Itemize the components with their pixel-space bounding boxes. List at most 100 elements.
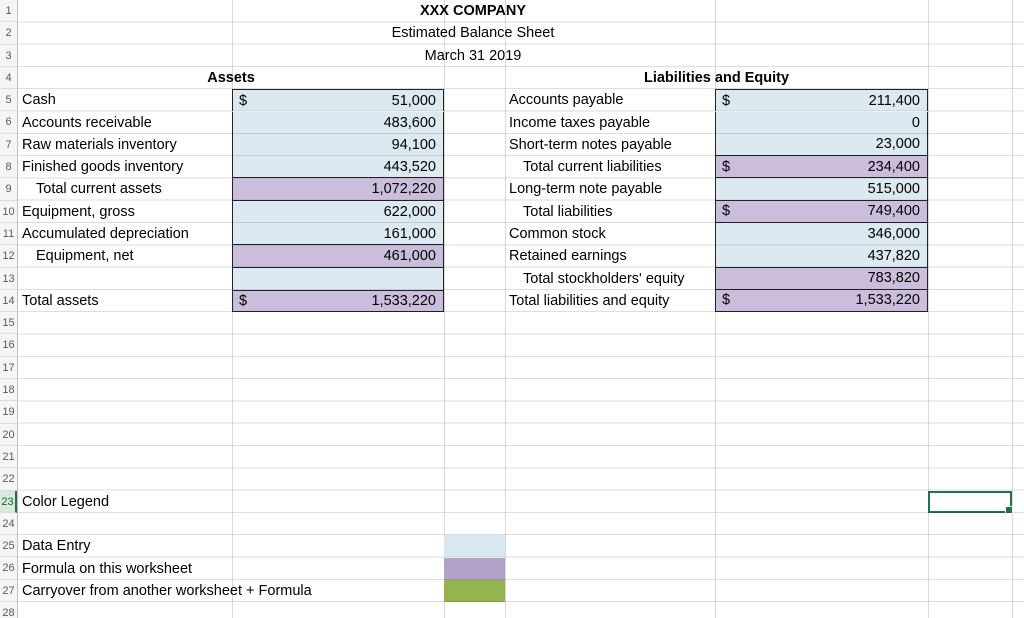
assets-label[interactable]: Equipment, gross [22, 203, 135, 220]
assets-label[interactable]: Total assets [22, 292, 99, 309]
legend-swatch-formula[interactable] [444, 557, 505, 580]
row-header[interactable]: 19 [0, 401, 17, 424]
assets-value[interactable]: 94,100 [232, 133, 444, 157]
legend-label[interactable]: Carryover from another worksheet + Formu… [22, 582, 312, 599]
row-header[interactable]: 18 [0, 379, 17, 402]
liabilities-value[interactable]: 0 [715, 111, 928, 134]
liabilities-label[interactable]: Short-term notes payable [509, 136, 672, 153]
amount: 94,100 [391, 136, 436, 153]
row-header[interactable]: 10 [0, 201, 17, 223]
liabilities-value[interactable]: 23,000 [715, 133, 928, 157]
row-header[interactable]: 16 [0, 334, 17, 357]
amount: 234,400 [867, 158, 920, 175]
amount: 1,533,220 [855, 292, 920, 309]
currency-symbol: $ [722, 203, 731, 220]
gridline-vertical [444, 0, 445, 618]
assets-header-cell[interactable]: Assets [207, 69, 255, 86]
legend-swatch-data-entry[interactable] [444, 535, 505, 558]
row-header[interactable]: 11 [0, 223, 17, 246]
liabilities-value[interactable]: 515,000 [715, 178, 928, 201]
gridline-vertical [505, 0, 506, 618]
liabilities-label[interactable]: Income taxes payable [509, 114, 651, 131]
liabilities-label[interactable]: Total stockholders' equity [523, 270, 685, 287]
liabilities-label[interactable]: Common stock [509, 226, 606, 242]
row-header[interactable]: 3 [0, 45, 17, 67]
legend-label[interactable]: Data Entry [22, 538, 91, 555]
assets-value[interactable]: 1,072,220 [232, 178, 444, 201]
row-header[interactable]: 15 [0, 312, 17, 335]
color-legend-title[interactable]: Color Legend [22, 493, 110, 510]
row-header[interactable]: 26 [0, 557, 17, 580]
assets-value[interactable] [232, 267, 444, 290]
row-header[interactable]: 7 [0, 134, 17, 157]
liabilities-header-cell[interactable]: Liabilities and Equity [643, 69, 790, 86]
assets-value[interactable]: 622,000 [232, 200, 444, 223]
statement-title-cell[interactable]: Estimated Balance Sheet [391, 25, 555, 42]
row-header[interactable]: 28 [0, 602, 17, 618]
row-header[interactable]: 12 [0, 245, 17, 268]
amount: 461,000 [383, 247, 436, 264]
liabilities-label[interactable]: Total current liabilities [523, 159, 662, 176]
currency-symbol: $ [722, 292, 731, 309]
row-header[interactable]: 13 [0, 268, 17, 290]
amount: 1,072,220 [371, 180, 436, 197]
amount: 346,000 [867, 226, 920, 242]
row-header[interactable]: 24 [0, 513, 17, 536]
row-header[interactable]: 14 [0, 290, 17, 313]
currency-symbol: $ [722, 158, 731, 175]
assets-label[interactable]: Equipment, net [36, 248, 134, 265]
assets-label[interactable]: Total current assets [36, 181, 162, 198]
assets-value[interactable]: $ 51,000 [232, 89, 444, 112]
amount: 749,400 [867, 203, 920, 220]
row-header[interactable]: 5 [0, 89, 17, 112]
assets-value[interactable]: 461,000 [232, 245, 444, 268]
row-header[interactable]: 9 [0, 178, 17, 201]
liabilities-value[interactable]: $ 234,400 [715, 156, 928, 179]
row-header[interactable]: 8 [0, 156, 17, 179]
legend-swatch-carryover[interactable] [444, 579, 505, 603]
amount: 622,000 [383, 203, 436, 220]
liabilities-value[interactable]: $ 211,400 [715, 89, 928, 112]
row-header[interactable]: 23 [0, 490, 17, 513]
assets-value[interactable]: 483,600 [232, 111, 444, 134]
legend-label[interactable]: Formula on this worksheet [22, 560, 193, 577]
row-header[interactable]: 20 [0, 424, 17, 446]
row-header[interactable]: 17 [0, 357, 17, 380]
statement-date-cell[interactable]: March 31 2019 [424, 47, 522, 64]
row-header[interactable]: 6 [0, 111, 17, 134]
amount: 515,000 [867, 180, 920, 197]
selected-cell[interactable] [928, 490, 1013, 515]
assets-label[interactable]: Finished goods inventory [22, 159, 184, 176]
row-header[interactable]: 4 [0, 67, 17, 90]
liabilities-label[interactable]: Total liabilities and equity [509, 292, 670, 309]
assets-label[interactable]: Cash [22, 92, 56, 109]
liabilities-value[interactable]: $ 749,400 [715, 200, 928, 223]
liabilities-label[interactable]: Long-term note payable [509, 181, 663, 198]
assets-label[interactable]: Accounts receivable [22, 114, 152, 131]
liabilities-value[interactable]: 783,820 [715, 267, 928, 290]
assets-value[interactable]: 443,520 [232, 156, 444, 179]
liabilities-value[interactable]: 437,820 [715, 245, 928, 268]
amount: 23,000 [875, 136, 920, 153]
assets-label[interactable]: Raw materials inventory [22, 136, 177, 153]
row-header[interactable]: 27 [0, 580, 17, 603]
assets-value[interactable]: $ 1,533,220 [232, 289, 444, 313]
row-header[interactable]: 21 [0, 446, 17, 469]
liabilities-label[interactable]: Total liabilities [523, 203, 613, 220]
amount: 51,000 [391, 92, 436, 109]
liabilities-value[interactable]: $ 1,533,220 [715, 289, 928, 313]
assets-label[interactable]: Accumulated depreciation [22, 226, 189, 242]
currency-symbol: $ [239, 92, 248, 109]
liabilities-label[interactable]: Retained earnings [509, 248, 627, 265]
liabilities-value[interactable]: 346,000 [715, 223, 928, 246]
amount: 483,600 [383, 114, 436, 131]
row-header[interactable]: 2 [0, 22, 17, 45]
liabilities-label[interactable]: Accounts payable [509, 92, 624, 109]
row-header[interactable]: 25 [0, 535, 17, 558]
row-header[interactable]: 1 [0, 0, 17, 23]
row-header[interactable]: 22 [0, 468, 17, 491]
assets-value[interactable]: 161,000 [232, 223, 444, 246]
amount: 0 [911, 114, 920, 131]
company-title-cell[interactable]: XXX COMPANY [419, 3, 527, 19]
